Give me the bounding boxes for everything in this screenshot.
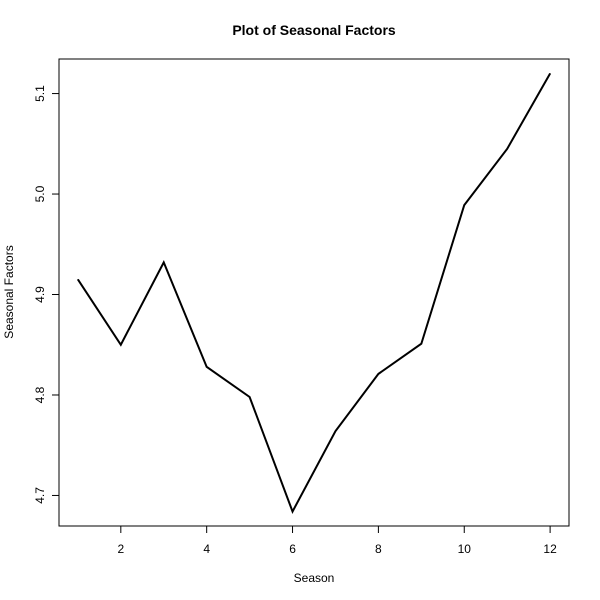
y-tick-label: 5.1 (33, 85, 47, 102)
x-tick-label: 6 (289, 542, 296, 556)
x-tick-label: 12 (543, 542, 557, 556)
x-axis-label: Season (294, 571, 335, 585)
data-point (549, 72, 551, 74)
data-point (120, 344, 122, 346)
x-tick-label: 2 (117, 542, 124, 556)
y-tick-label: 5.0 (33, 185, 47, 202)
data-point (77, 278, 79, 280)
y-tick-label: 4.8 (33, 386, 47, 403)
series-line (77, 72, 551, 514)
y-axis-label: Seasonal Factors (2, 245, 16, 338)
y-axis: 4.7 4.8 4.9 5.0 5.1 (33, 85, 59, 504)
x-tick-label: 10 (458, 542, 472, 556)
chart-title: Plot of Seasonal Factors (232, 22, 396, 38)
data-point (420, 343, 422, 345)
x-tick-label: 4 (203, 542, 210, 556)
x-axis: 2 4 6 8 10 12 (117, 526, 557, 556)
x-tick-label: 8 (375, 542, 382, 556)
data-point (334, 430, 336, 432)
data-point (163, 261, 165, 263)
data-point (506, 148, 508, 150)
data-point (206, 366, 208, 368)
y-tick-label: 4.9 (33, 286, 47, 303)
data-point (292, 511, 294, 513)
data-point (377, 373, 379, 375)
data-point (463, 204, 465, 206)
data-point (249, 396, 251, 398)
plot-area-frame (58, 58, 570, 527)
y-tick-label: 4.7 (33, 487, 47, 504)
series-layer (77, 72, 551, 514)
